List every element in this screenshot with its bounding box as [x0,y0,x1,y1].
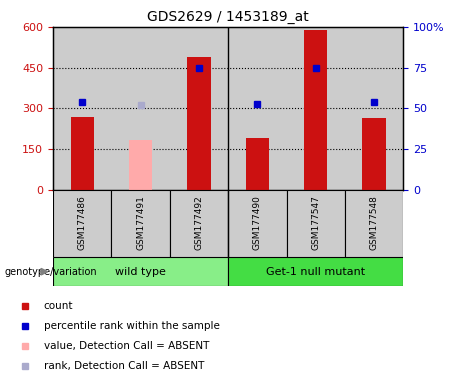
Bar [345,190,403,257]
Text: count: count [44,301,73,311]
Title: GDS2629 / 1453189_at: GDS2629 / 1453189_at [148,10,309,25]
Bar [304,30,327,190]
Text: percentile rank within the sample: percentile rank within the sample [44,321,220,331]
Text: GSM177548: GSM177548 [370,195,378,250]
Text: rank, Detection Call = ABSENT: rank, Detection Call = ABSENT [44,361,204,371]
Bar [129,140,152,190]
Bar [53,257,228,286]
Bar [53,190,112,257]
Text: Get-1 null mutant: Get-1 null mutant [266,266,366,277]
Text: genotype/variation: genotype/variation [5,266,97,277]
Text: GSM177547: GSM177547 [311,195,320,250]
Bar [362,118,386,190]
Bar [170,190,228,257]
Bar [112,190,170,257]
Bar [287,190,345,257]
Bar [71,117,94,190]
Text: GSM177492: GSM177492 [195,195,203,250]
Text: GSM177490: GSM177490 [253,195,262,250]
Text: GSM177491: GSM177491 [136,195,145,250]
Bar [187,57,211,190]
Bar [228,190,287,257]
Text: value, Detection Call = ABSENT: value, Detection Call = ABSENT [44,341,209,351]
Bar [246,138,269,190]
Text: wild type: wild type [115,266,166,277]
Bar [228,257,403,286]
Text: GSM177486: GSM177486 [78,195,87,250]
